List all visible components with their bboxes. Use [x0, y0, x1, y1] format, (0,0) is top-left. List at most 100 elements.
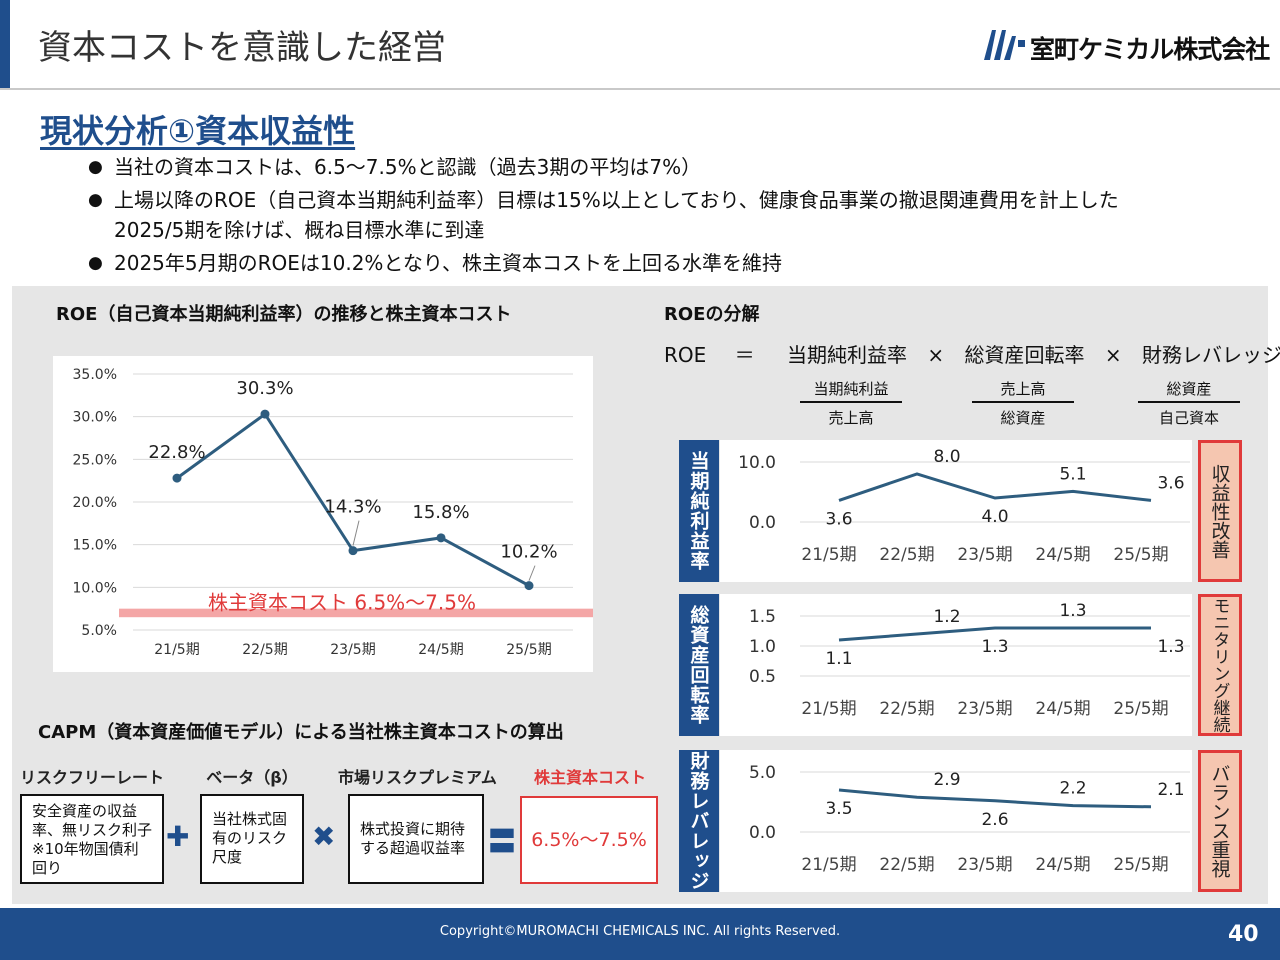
x-tick-label: 25/5期: [1113, 699, 1168, 719]
data-label: 2.1: [1157, 780, 1184, 800]
data-label: 1.3: [981, 637, 1008, 657]
row-label-leverage: 財務レバレッジ: [679, 750, 719, 892]
x-tick-label: 25/5期: [1113, 545, 1168, 565]
header-divider: [0, 88, 1280, 90]
data-label: 4.0: [981, 507, 1008, 527]
y-tick-label: 30.0%: [73, 410, 117, 426]
roe-point: [348, 546, 358, 556]
bullet-item: 上場以降のROE（自己資本当期純利益率）目標は15%以上としており、健康食品事業…: [88, 185, 1188, 245]
cost-band: [119, 608, 593, 618]
series-line: [838, 472, 1152, 502]
data-label: 1.1: [825, 649, 852, 669]
page-number: 40: [1228, 922, 1259, 947]
bullet-list: 当社の資本コストは、6.5～7.5%と認識（過去3期の平均は7%） 上場以降のR…: [88, 152, 1188, 281]
x-tick-label: 23/5期: [330, 642, 375, 658]
fraction-turnover: 売上高 総資産: [972, 378, 1074, 428]
bullet-item: 2025年5月期のROEは10.2%となり、株主資本コストを上回る水準を維持: [88, 248, 1188, 278]
capm-head-riskfree: リスクフリーレート: [20, 768, 165, 787]
y-tick-label: 25.0%: [73, 452, 117, 468]
series-line: [838, 626, 1151, 642]
x-tick-label: 24/5期: [1035, 699, 1090, 719]
fraction-denominator: 総資産: [1000, 409, 1046, 427]
mini-chart-turnover-area: 0.5 1.0 1.5 21/5期 22/5期 23/5期 24/5期 25/5期 1.1 1.2…: [720, 594, 1192, 736]
x-tick-label: 25/5期: [506, 642, 551, 658]
roe-point: [524, 581, 534, 591]
company-name: 室町ケミカル株式会社: [1030, 35, 1270, 64]
y-tick-label: 10.0: [738, 453, 776, 473]
data-label: 2.9: [933, 770, 960, 790]
mini-chart-margin-area: 0.0 10.0 21/5期 22/5期 23/5期 24/5期 25/5期 3.6 8.0 4.…: [720, 440, 1192, 582]
capm-box-premium: 株式投資に期待する超過収益率: [348, 794, 484, 884]
tag-margin: 収益性改善: [1198, 440, 1242, 582]
roe-data-label: 10.2%: [500, 542, 557, 563]
mini-chart-turnover: 0.5 1.0 1.5 21/5期 22/5期 23/5期 24/5期 25/5期 1.1 1.2…: [749, 601, 1190, 719]
roe-data-label: 22.8%: [148, 442, 205, 463]
data-label: 3.6: [1157, 473, 1184, 493]
data-label: 8.0: [933, 447, 960, 467]
plus-icon: ✚: [166, 820, 190, 853]
x-tick-label: 23/5期: [957, 699, 1012, 719]
roe-data-label: 14.3%: [324, 497, 381, 518]
roe-chart: 5.0% 10.0% 15.0% 20.0% 25.0% 30.0% 35.0% 株主資本コス…: [73, 367, 593, 658]
formula-term-margin: 当期純利益率: [787, 343, 907, 367]
equals-icon: 〓: [488, 825, 517, 858]
x-tick-label: 21/5期: [801, 855, 856, 875]
fraction-numerator: 売上高: [972, 378, 1074, 403]
data-label: 5.1: [1059, 464, 1086, 484]
series-line: [838, 788, 1152, 809]
multiply-icon: ✖: [312, 820, 336, 853]
roe-data-label: 30.3%: [236, 378, 293, 399]
mini-chart-leverage-area: 0.0 5.0 21/5期 22/5期 23/5期 24/5期 25/5期 3.5 2.9 2.6…: [720, 750, 1192, 892]
footer-bar: [0, 908, 1280, 960]
x-tick-label: 25/5期: [1113, 855, 1168, 875]
tag-leverage: バランス重視: [1198, 750, 1242, 892]
y-tick-label: 5.0%: [81, 623, 117, 639]
x-tick-label: 24/5期: [1035, 545, 1090, 565]
footer-copyright: Copyright©MUROMACHI CHEMICALS INC. All r…: [439, 924, 841, 939]
fraction-denominator: 自己資本: [1158, 409, 1219, 427]
y-tick-label: 35.0%: [73, 367, 117, 383]
x-tick-label: 21/5期: [801, 699, 856, 719]
cost-band-label: 株主資本コスト 6.5%～7.5%: [208, 591, 476, 615]
row-label-turnover: 総資産回転率: [679, 594, 719, 736]
data-label: 3.6: [825, 509, 852, 529]
x-tick-label: 22/5期: [242, 642, 287, 658]
formula-term-turnover: 総資産回転率: [964, 343, 1085, 367]
fraction-leverage: 総資産 自己資本: [1138, 378, 1240, 428]
y-tick-label: 5.0: [749, 763, 776, 783]
data-label: 2.2: [1059, 779, 1086, 799]
row-label-margin: 当期純利益率: [679, 440, 719, 582]
data-label: 3.5: [825, 799, 852, 819]
formula-term-leverage: 財務レバレッジ: [1141, 343, 1280, 367]
y-tick-label: 20.0%: [73, 495, 117, 511]
capm-box-beta: 当社株式固有のリスク尺度: [200, 794, 304, 884]
x-tick-label: 21/5期: [154, 642, 199, 658]
decomp-heading: ROEの分解: [664, 304, 760, 325]
capm-head-cost: 株主資本コスト: [533, 768, 646, 787]
y-tick-label: 0.0: [749, 823, 776, 843]
capm-heading: CAPM（資本資産価値モデル）による当社株主資本コストの算出: [38, 722, 564, 743]
roe-point: [260, 409, 270, 419]
y-tick-label: 10.0%: [73, 580, 117, 596]
data-label: 1.3: [1157, 637, 1184, 657]
section-title: 現状分析①資本収益性: [40, 112, 356, 150]
x-tick-label: 24/5期: [1035, 855, 1090, 875]
capm-box-cost: 6.5%～7.5%: [520, 796, 658, 884]
roe-chart-area: 5.0% 10.0% 15.0% 20.0% 25.0% 30.0% 35.0% 株主資本コス…: [53, 356, 593, 672]
roe-data-label: 15.8%: [412, 502, 469, 523]
fraction-numerator: 総資産: [1138, 378, 1240, 403]
formula-equals: ＝: [734, 343, 755, 367]
roe-point: [172, 473, 182, 483]
label-leader: [528, 565, 536, 581]
x-tick-label: 23/5期: [957, 545, 1012, 565]
y-tick-label: 1.5: [749, 607, 776, 627]
mini-chart-margin: 0.0 10.0 21/5期 22/5期 23/5期 24/5期 25/5期 3.6 8.0 4.…: [738, 447, 1190, 565]
x-tick-label: 22/5期: [879, 699, 934, 719]
tag-turnover: モニタリング継続: [1198, 594, 1242, 736]
x-tick-label: 22/5期: [879, 855, 934, 875]
fraction-numerator: 当期純利益: [800, 378, 902, 403]
page-title: 資本コストを意識した経営: [38, 28, 446, 68]
fraction-margin: 当期純利益 売上高: [800, 378, 902, 428]
x-tick-label: 22/5期: [879, 545, 934, 565]
roe-chart-heading: ROE（自己資本当期純利益率）の推移と株主資本コスト: [56, 304, 512, 325]
